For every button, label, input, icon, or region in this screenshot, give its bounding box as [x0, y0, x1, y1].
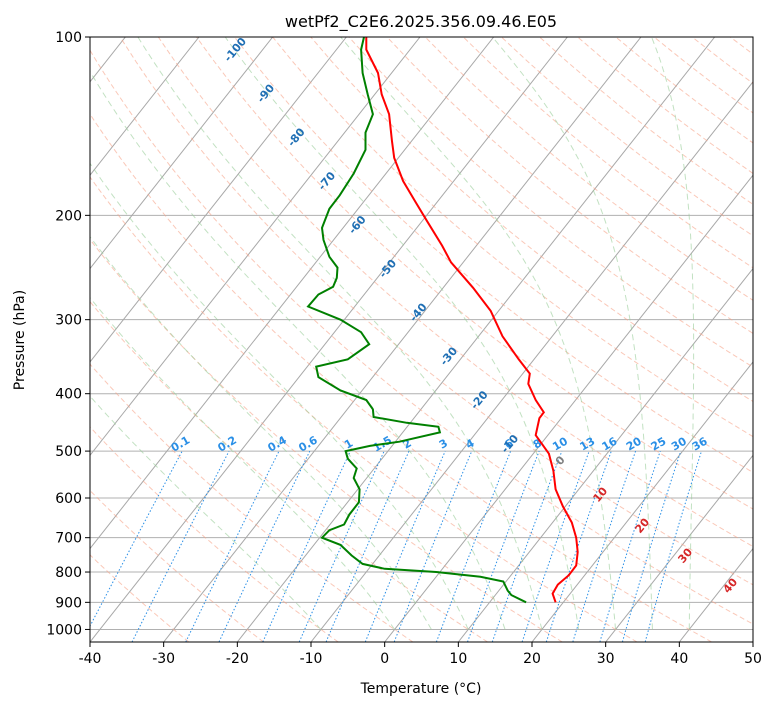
dry-adiabat-120 [348, 37, 753, 368]
moist-adiabat-15 [90, 70, 506, 630]
isotherm--90 [90, 37, 200, 176]
dry-adiabat--10 [90, 426, 339, 642]
background-lines [90, 37, 753, 642]
x-tick-label: -40 [79, 651, 102, 667]
mixing-ratio-line-8 [467, 450, 540, 642]
y-tick-label: 600 [55, 491, 82, 507]
y-tick-label: 200 [55, 208, 82, 224]
isotherm--40 [90, 37, 568, 642]
dry-adiabat-80 [195, 37, 753, 510]
moist-adiabat-10 [90, 162, 469, 630]
y-tick-label: 1000 [46, 622, 82, 638]
mixing-ratio-line-2 [325, 450, 410, 642]
x-tick-label: -30 [152, 651, 175, 667]
mixing-ratio-line-13 [521, 450, 590, 642]
y-tick-label: 700 [55, 531, 82, 547]
moist-adiabat-35 [492, 37, 653, 630]
x-tick-label: -20 [226, 651, 249, 667]
y-tick-label: 100 [55, 30, 82, 46]
dry-adiabat-70 [157, 37, 753, 548]
plot-frame [89, 36, 754, 643]
x-tick-label: 20 [523, 651, 541, 667]
chart-title: wetPf2_C2E6.2025.356.09.46.E05 [285, 12, 557, 32]
isotherm-10 [457, 267, 753, 642]
y-tick-label: 800 [55, 565, 82, 581]
dry-adiabat-90 [234, 37, 753, 473]
isotherm--20 [236, 37, 716, 642]
moist-adiabat-30 [340, 37, 617, 630]
isotherm--50 [90, 37, 495, 550]
moist-adiabat-5 [90, 235, 432, 630]
mixing-ratio-line-36 [644, 450, 702, 642]
y-axis-label: Pressure (hPa) [12, 290, 28, 390]
dry-adiabat-140 [424, 37, 753, 301]
x-tick-label: 10 [449, 651, 467, 667]
isotherm-30 [605, 454, 753, 642]
moist-adiabat-20 [137, 37, 543, 630]
mixing-ratio-line-25 [599, 450, 661, 642]
isotherm--30 [163, 37, 642, 642]
isotherm-0 [384, 174, 753, 642]
mixing-ratio-line-1.5 [298, 450, 385, 642]
dry-adiabat-30 [90, 176, 638, 642]
profile-lines [306, 37, 579, 604]
mixing-ratio-line-16 [545, 450, 612, 642]
mixing-ratio-line-3 [364, 450, 446, 642]
mixing-ratio-line-1 [262, 450, 351, 642]
mixing-ratio-line-4 [393, 450, 473, 642]
dry-adiabat-60 [119, 37, 753, 586]
mixing-ratio-line-0.2 [131, 450, 230, 642]
mixing-ratio-line-0.1 [90, 450, 183, 628]
moist-adiabat-25 [224, 37, 580, 630]
isotherm--70 [90, 37, 347, 363]
y-tick-label: 900 [55, 595, 82, 611]
x-tick-label: 50 [744, 651, 762, 667]
isotherm--80 [90, 37, 274, 270]
dry-adiabat-40 [90, 113, 712, 642]
dry-adiabat-0 [90, 363, 414, 642]
dry-adiabat-20 [90, 238, 563, 642]
y-tick-label: 400 [55, 387, 82, 403]
mixing-ratio-line-10 [491, 450, 563, 642]
mixing-ratio-line-6 [435, 450, 512, 642]
mixing-ratio-line-20 [572, 450, 637, 642]
y-tick-label: 500 [55, 444, 82, 460]
axis-ticks: -40 -30 -20 -10 0 10 20 30 40 50 100 200 300 400 500 60… [46, 30, 762, 667]
moist-adiabat-0 [90, 296, 396, 630]
profile-line-0 [365, 37, 579, 603]
x-tick-label: 0 [380, 651, 389, 667]
isotherm--60 [90, 37, 421, 457]
y-tick-label: 300 [55, 313, 82, 329]
moist-adiabat-40 [651, 37, 695, 630]
mixing-ratio-line-30 [621, 450, 682, 642]
isotherm-20 [531, 361, 753, 642]
x-tick-label: -10 [300, 651, 323, 667]
dry-adiabat-10 [90, 300, 488, 642]
x-axis-label: Temperature (°C) [360, 681, 482, 697]
dry-adiabat--20 [90, 489, 264, 642]
mixing-ratio-line-0.6 [218, 450, 311, 642]
profile-line-1 [306, 37, 527, 604]
dry-adiabat-110 [310, 37, 753, 403]
x-tick-label: 30 [597, 651, 615, 667]
x-tick-label: 40 [670, 651, 688, 667]
dry-adiabat--30 [90, 554, 190, 642]
